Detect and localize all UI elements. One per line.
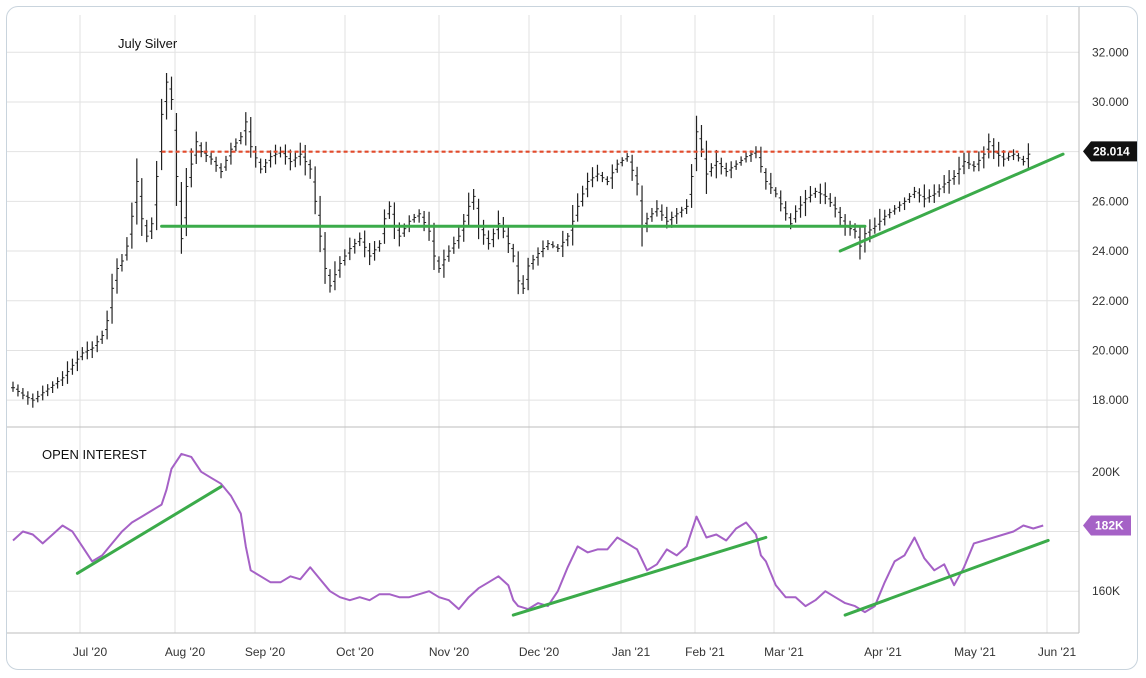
price-y-tick-label: 30.000 [1092, 95, 1129, 109]
oi-y-tick-label: 200K [1092, 465, 1120, 479]
x-tick-label: Oct '20 [336, 645, 374, 659]
price-last-value-label: 28.014 [1093, 144, 1130, 158]
chart-frame: July Silver OPEN INTEREST Jul '20 Aug '20… [6, 6, 1138, 670]
oi-trend-line [843, 538, 1050, 617]
x-tick-label: Jun '21 [1038, 645, 1077, 659]
oi-trend-line [511, 535, 768, 617]
oi-trend-line [75, 485, 223, 575]
price-y-tick-label: 22.000 [1092, 294, 1129, 308]
x-tick-label: Sep '20 [245, 645, 286, 659]
x-tick-label: Nov '20 [429, 645, 470, 659]
open-interest-line [12, 452, 1044, 614]
x-tick-label: Apr '21 [864, 645, 902, 659]
price-y-tick-label: 26.000 [1092, 194, 1129, 208]
price-y-tick-label: 32.000 [1092, 45, 1129, 59]
price-y-tick-label: 24.000 [1092, 244, 1129, 258]
open-interest-title: OPEN INTEREST [42, 447, 147, 462]
oi-y-tick-label: 160K [1092, 584, 1120, 598]
price-y-tick-label: 20.000 [1092, 343, 1129, 357]
x-tick-label: May '21 [954, 645, 996, 659]
x-tick-label: Jul '20 [73, 645, 108, 659]
chart-svg: July Silver OPEN INTEREST Jul '20 Aug '20… [7, 7, 1137, 659]
x-tick-label: Aug '20 [165, 645, 206, 659]
x-tick-label: Mar '21 [764, 645, 804, 659]
oi-last-value-label: 182K [1095, 519, 1124, 533]
price-trend-line [838, 152, 1065, 253]
oi-last-value-tag [1083, 515, 1131, 536]
price-chart-title: July Silver [118, 36, 178, 51]
x-tick-label: Jan '21 [612, 645, 651, 659]
price-y-tick-label: 18.000 [1092, 393, 1129, 407]
x-tick-label: Dec '20 [519, 645, 560, 659]
x-tick-label: Feb '21 [685, 645, 725, 659]
price-last-value-tag [1083, 141, 1137, 162]
